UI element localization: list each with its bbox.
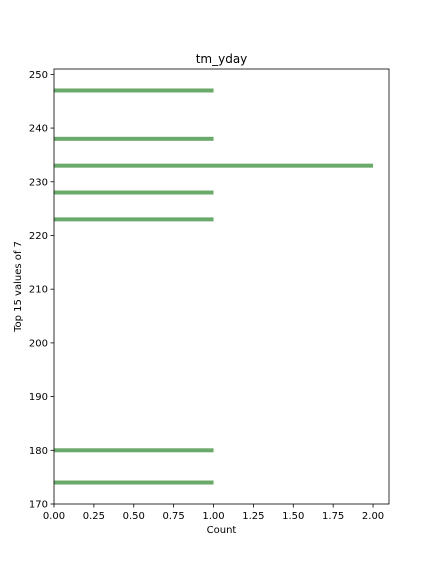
y-tick-label: 240 (29, 124, 48, 135)
x-tick-label: 0.50 (123, 511, 145, 522)
x-tick-label: 1.25 (242, 511, 264, 522)
bar-247 (54, 88, 214, 93)
x-tick-label: 0.25 (83, 511, 105, 522)
y-tick-label: 210 (29, 285, 48, 296)
bars-group (54, 88, 374, 485)
bar-223 (54, 217, 214, 222)
plot-frame (53, 68, 390, 505)
y-tick-label: 180 (29, 446, 48, 457)
x-tick-label: 2.00 (362, 511, 384, 522)
x-tick-label: 1.00 (202, 511, 224, 522)
bar-174 (54, 480, 214, 485)
y-tick-label: 200 (29, 338, 48, 349)
x-tick-label: 0.75 (163, 511, 185, 522)
bar-228 (54, 190, 214, 195)
x-tick-label: 1.75 (322, 511, 344, 522)
x-axis-label: Count (207, 525, 237, 536)
bar-180 (54, 448, 214, 453)
bar-238 (54, 136, 214, 141)
chart-title: tm_yday (196, 52, 248, 66)
y-axis-label: Top 15 values of 7 (13, 241, 24, 333)
x-tick-label: 0.00 (43, 511, 65, 522)
y-axis-ticks: 170 180 190 200 210 220 230 240 250 (29, 70, 54, 511)
bar-233 (54, 163, 374, 168)
y-tick-label: 250 (29, 70, 48, 81)
y-tick-label: 190 (29, 392, 48, 403)
y-tick-label: 220 (29, 231, 48, 242)
y-tick-label: 230 (29, 177, 48, 188)
y-tick-label: 170 (29, 500, 48, 511)
x-tick-label: 1.50 (282, 511, 304, 522)
x-axis-ticks: 0.00 0.25 0.50 0.75 1.00 1.25 1.50 1.75 2.00 (43, 504, 384, 522)
